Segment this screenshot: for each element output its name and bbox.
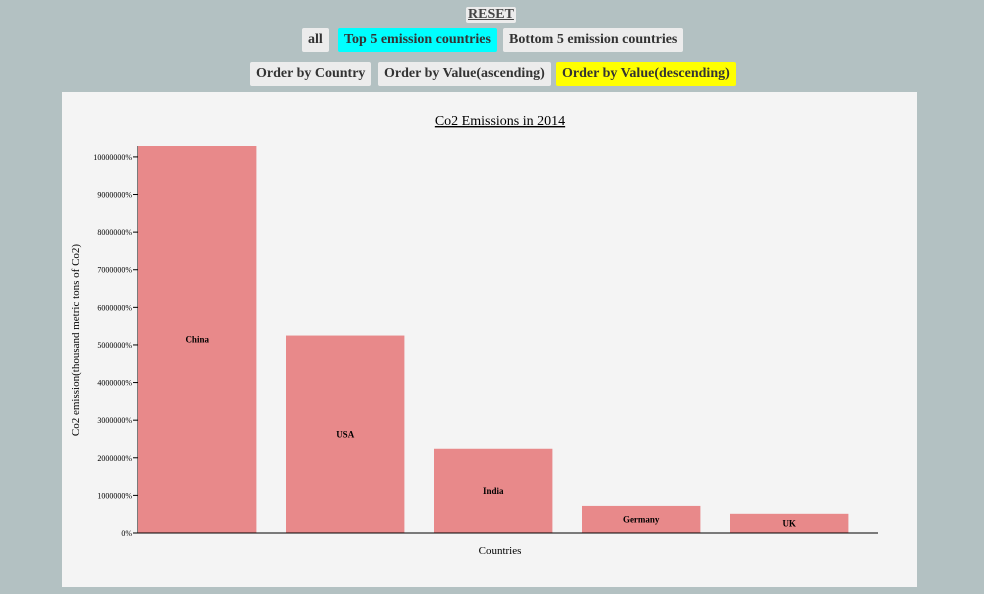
bar-label-uk: UK [782,518,796,528]
y-tick-label: 0% [121,529,132,538]
y-tick-label: 9000000% [97,191,132,200]
bar-label-china: China [185,335,209,345]
all-button[interactable]: all [302,28,329,52]
x-axis-label: Countries [479,545,522,557]
y-tick-label: 3000000% [97,416,132,425]
bar-labels-group: China USA India Germany UK [185,335,796,529]
y-axis-label: Co2 emission(thousand metric tons of Co2… [70,244,82,437]
bar-label-germany: Germany [623,514,660,524]
y-tick-label: 4000000% [97,379,132,388]
bottom5-button[interactable]: Bottom 5 emission countries [503,28,684,52]
bar-india[interactable] [434,448,553,533]
bar-china[interactable] [138,146,257,533]
order-by-country-button[interactable]: Order by Country [250,62,372,86]
bar-usa[interactable] [286,335,405,533]
bar-germany[interactable] [582,505,701,533]
y-tick-label: 5000000% [97,341,132,350]
order-by-value-ascending-button[interactable]: Order by Value(ascending) [378,62,551,86]
bar-label-usa: USA [336,429,355,439]
y-tick-label: 10000000% [93,153,132,162]
top5-button[interactable]: Top 5 emission countries [338,28,497,52]
y-tick-label: 7000000% [97,266,132,275]
reset-button[interactable]: RESET [466,7,516,23]
chart-title: Co2 Emissions in 2014 [435,114,565,129]
y-tick-label: 2000000% [97,454,132,463]
bars-group [138,146,849,533]
bar-label-india: India [483,486,504,496]
order-by-value-descending-button[interactable]: Order by Value(descending) [556,62,736,86]
chart-panel: Co2 Emissions in 2014 Countries Co2 emis… [62,92,917,587]
emissions-bar-chart: Co2 Emissions in 2014 Countries Co2 emis… [70,114,878,557]
bar-uk[interactable] [730,513,849,533]
y-tick-label: 6000000% [97,303,132,312]
y-tick-label: 8000000% [97,228,132,237]
y-tick-label: 1000000% [97,491,132,500]
y-axis: 0% 1000000% 2000000% 3000000% 4000000% 500000… [93,146,139,538]
